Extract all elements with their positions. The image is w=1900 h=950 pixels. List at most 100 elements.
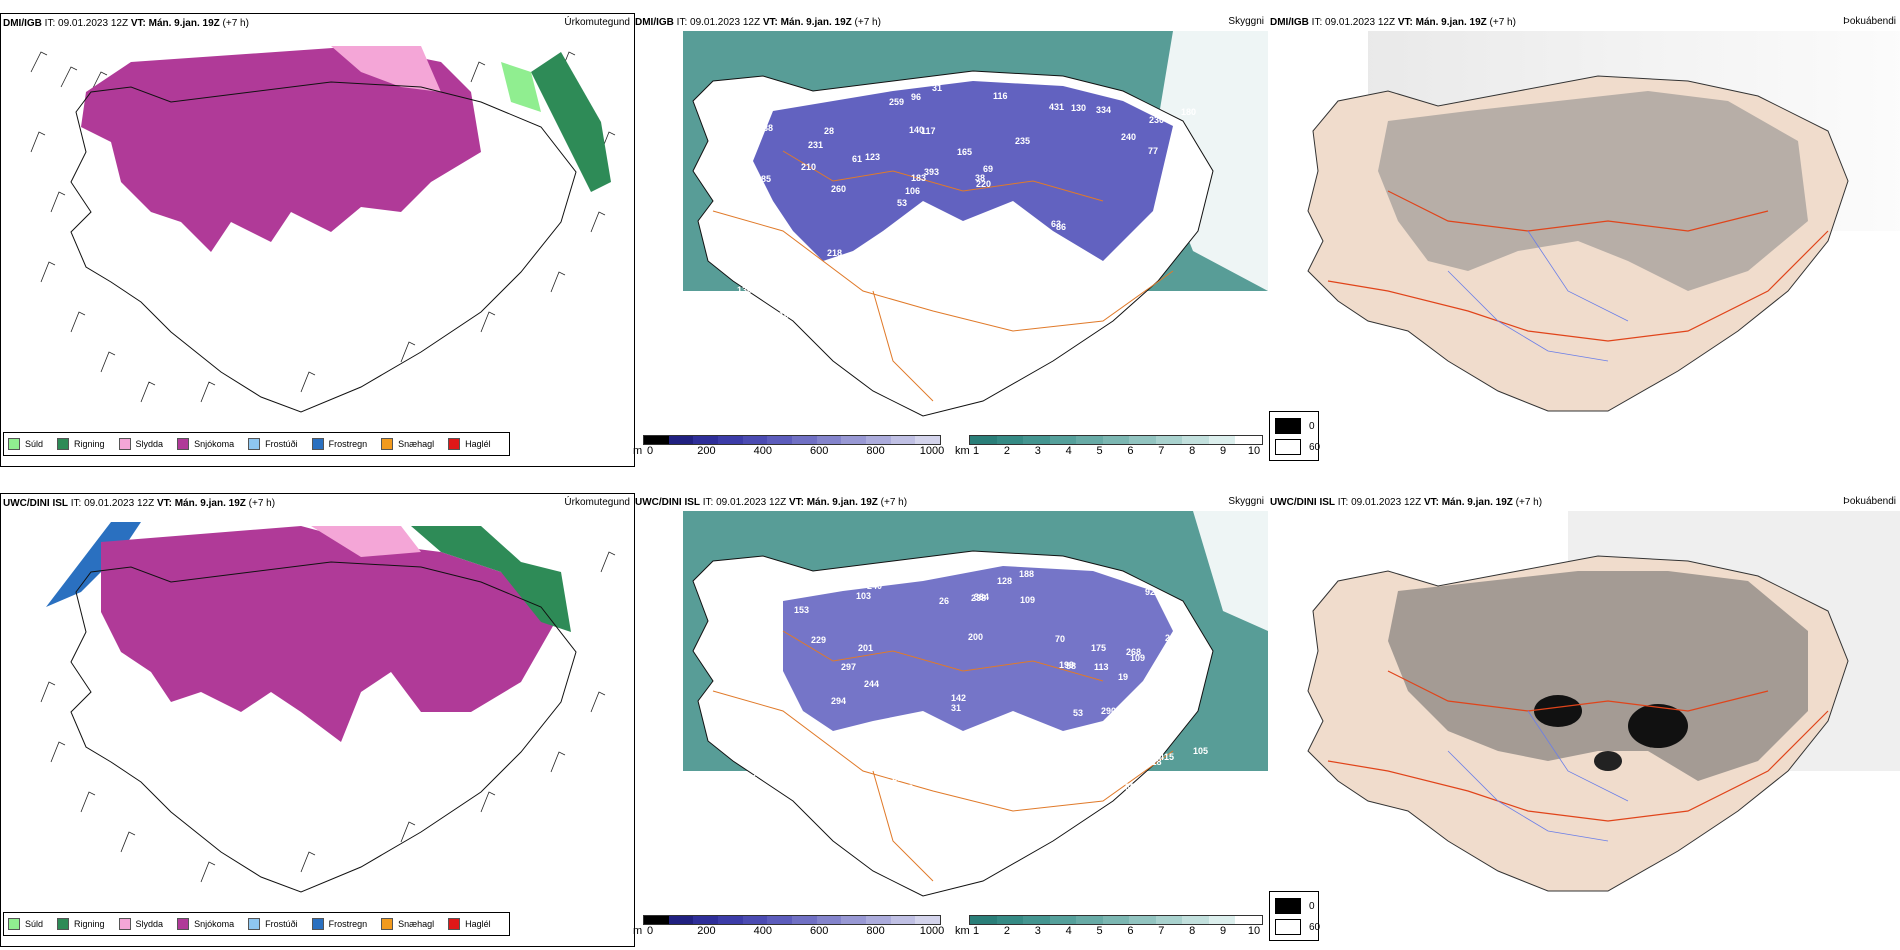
visibility-label: 260 — [831, 184, 846, 194]
visibility-label: 201 — [858, 643, 873, 653]
fog-panel-uwc: UWC/DINI ISL IT: 09.01.2023 12Z VT: Mán.… — [1268, 493, 1900, 945]
precip-map — [30, 46, 616, 413]
visibility-label: 96 — [911, 92, 921, 102]
visibility-label: 267 — [1165, 633, 1180, 643]
visibility-colorbar: km 1 2 3 4 5 6 7 8 9 10 — [955, 915, 1265, 941]
visibility-label: 53 — [1073, 708, 1083, 718]
colorbar-strip — [643, 915, 941, 925]
fog-legend-item: 60 — [1275, 919, 1320, 935]
visibility-label: 231 — [808, 140, 823, 150]
colorbar-tick: 10 — [1247, 925, 1261, 937]
visibility-label: 277 — [892, 773, 907, 783]
visibility-label: 123 — [865, 152, 880, 162]
visibility-label: 285 — [756, 174, 771, 184]
sleet-area — [331, 46, 441, 92]
legend-item: Súld — [8, 438, 43, 450]
visibility-label: 122 — [1103, 294, 1118, 304]
visibility-label: 334 — [1096, 105, 1111, 115]
visibility-label: 188 — [1019, 569, 1034, 579]
visibility-label: 117 — [921, 126, 936, 136]
visibility-label: 197 — [748, 745, 763, 755]
legend-item: Frostregn — [311, 438, 368, 450]
visibility-label: 19 — [825, 291, 835, 301]
colorbar-tick: 1000 — [919, 445, 945, 457]
panel-header: UWC/DINI ISL IT: 09.01.2023 12Z VT: Mán.… — [1270, 497, 1543, 508]
visibility-panel-dmi: DMI/IGB IT: 09.01.2023 12Z VT: Mán. 9.ja… — [633, 13, 1268, 465]
legend-item: Snæhagl — [381, 918, 434, 930]
visibility-label: 238 — [971, 593, 986, 603]
visibility-label: 154 — [1005, 776, 1020, 786]
visibility-label: 31 — [951, 703, 961, 713]
colorbar-tick: 1000 — [919, 925, 945, 937]
colorbar-tick: 400 — [753, 925, 772, 937]
panel-header: DMI/IGB IT: 09.01.2023 12Z VT: Mán. 9.ja… — [1270, 17, 1516, 28]
legend-item: Snjókoma — [177, 438, 234, 450]
visibility-label: 235 — [1015, 136, 1030, 146]
visibility-label: 113 — [1094, 662, 1109, 672]
visibility-label: 92 — [1145, 587, 1155, 597]
legend-label: Haglél — [465, 919, 491, 929]
legend-label: Slydda — [135, 919, 164, 929]
legend-label: Slydda — [135, 439, 164, 449]
visibility-label: 320 — [740, 616, 755, 626]
legend-label: Snjókoma — [194, 439, 235, 449]
visibility-label: 512 — [1187, 647, 1202, 657]
legend-label: Frostúði — [265, 439, 298, 449]
panel-title: Úrkomutegund — [564, 497, 630, 508]
legend-label: Haglél — [465, 439, 491, 449]
fog-legend-item: 60 — [1275, 439, 1320, 455]
visibility-label: 431 — [1049, 102, 1064, 112]
height-colorbar: m 0 200 400 600 800 1000 — [633, 435, 945, 461]
visibility-label: 342 — [759, 694, 774, 704]
colorbar-tick: 200 — [697, 445, 716, 457]
visibility-label: 208 — [928, 744, 943, 754]
fog-legend-item: 0 — [1275, 898, 1315, 914]
visibility-label: 967 — [818, 750, 833, 760]
legend-swatch — [118, 918, 131, 930]
visibility-label: 55 — [960, 307, 970, 317]
visibility-label: 118 — [1147, 757, 1162, 767]
visibility-label: 31 — [932, 83, 942, 93]
legend-label: Frostregn — [328, 439, 368, 449]
fog-swatch — [1275, 439, 1301, 455]
legend-swatch — [8, 918, 20, 930]
legend-label: Súld — [25, 919, 44, 929]
colorbar-tick: 10 — [1247, 445, 1261, 457]
legend-swatch — [381, 438, 394, 450]
colorbar-unit: km — [955, 925, 970, 937]
legend-label: Rigning — [74, 919, 105, 929]
visibility-label: 88 — [763, 123, 773, 133]
colorbar-tick: 600 — [810, 925, 829, 937]
colorbar-strip — [643, 435, 941, 445]
legend-label: Snæhagl — [398, 439, 435, 449]
colorbar-tick: 7 — [1158, 445, 1165, 457]
precip-panel-dmi: DMI/IGB IT: 09.01.2023 12Z VT: Mán. 9.ja… — [0, 13, 635, 467]
visibility-label: 77 — [1148, 146, 1158, 156]
legend-label: Snæhagl — [398, 919, 435, 929]
visibility-label: 109 — [1020, 595, 1035, 605]
visibility-panel-uwc: UWC/DINI ISL IT: 09.01.2023 12Z VT: Mán.… — [633, 493, 1268, 945]
drizzle-area — [501, 62, 541, 112]
visibility-label: 290 — [1101, 706, 1116, 716]
visibility-label: 180 — [1181, 107, 1196, 117]
precip-map — [40, 522, 616, 893]
legend-item: Frostúði — [248, 918, 298, 930]
visibility-label: 98 — [952, 263, 962, 273]
legend-item: Snæhagl — [381, 438, 434, 450]
legend-swatch — [311, 438, 324, 450]
visibility-label: 28 — [824, 126, 834, 136]
visibility-label: 113 — [1173, 154, 1188, 164]
legend-item: Rigning — [57, 438, 105, 450]
colorbar-tick: 0 — [646, 925, 654, 937]
legend-swatch — [311, 918, 324, 930]
visibility-map: 318 267 415 200 241 240 268 288 92 229 104 320 19 183… — [683, 511, 1268, 897]
visibility-label: 61 — [852, 154, 862, 164]
visibility-label: 393 — [924, 167, 939, 177]
visibility-label: 199 — [1059, 660, 1074, 670]
visibility-label: 15 — [1010, 272, 1020, 282]
colorbar-tick: 1 — [972, 925, 980, 937]
colorbar-tick: 8 — [1189, 925, 1196, 937]
visibility-label: 106 — [905, 186, 920, 196]
fog-swatch — [1275, 418, 1301, 434]
legend-swatch — [118, 438, 131, 450]
